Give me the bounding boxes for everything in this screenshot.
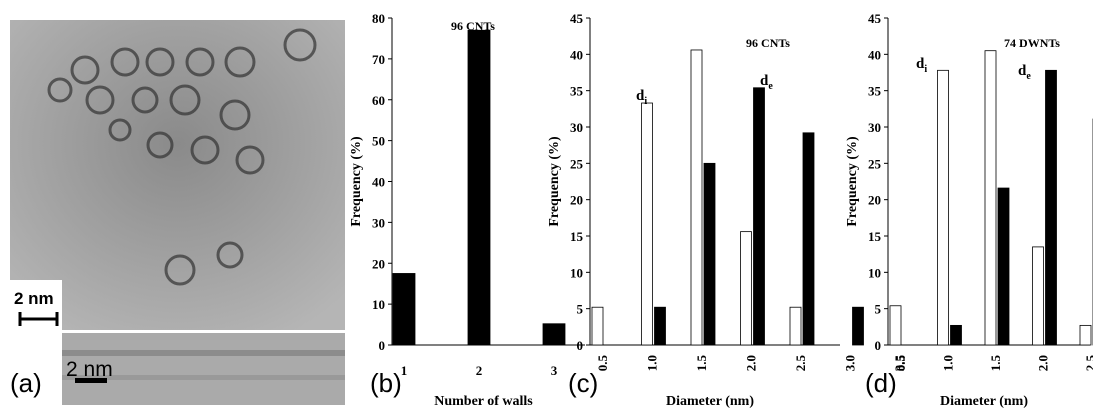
bar: [641, 102, 653, 346]
legend-label: di: [636, 88, 647, 107]
bar: [467, 29, 491, 346]
y-tick-label: 5: [875, 302, 882, 317]
annotation: 96 CNTs: [746, 36, 790, 50]
scale-bar: [75, 378, 107, 383]
y-tick-label: 50: [372, 134, 385, 149]
x-tick-label: 2: [476, 363, 483, 378]
y-tick-label: 30: [372, 215, 385, 230]
y-tick-label: 30: [570, 120, 583, 135]
x-tick-label: 3: [551, 363, 558, 378]
legend-label: de: [760, 73, 773, 92]
y-tick-label: 40: [868, 47, 881, 62]
bar: [997, 187, 1010, 346]
legend-label: di: [916, 56, 927, 75]
bar: [542, 323, 566, 346]
x-tick-label: 2.5: [793, 355, 808, 372]
x-tick-label: 2.0: [744, 355, 759, 371]
y-tick-label: 40: [570, 47, 583, 62]
x-tick-label: 1.5: [988, 355, 1003, 372]
bar: [654, 306, 666, 346]
bar: [852, 306, 864, 346]
bar: [392, 273, 416, 346]
y-axis-label: Frequency (%): [349, 136, 364, 227]
bar: [591, 306, 604, 346]
y-axis-label: Frequency (%): [547, 136, 562, 227]
panel-label: (b): [370, 368, 402, 398]
y-axis-label: Frequency (%): [845, 136, 860, 227]
tem-image: [10, 20, 345, 405]
bar: [937, 69, 949, 346]
bar: [789, 306, 802, 346]
y-tick-label: 20: [868, 193, 881, 208]
bar: [950, 324, 962, 346]
y-tick-label: 20: [372, 256, 385, 271]
panel-label: (d): [865, 368, 897, 398]
y-tick-label: 15: [570, 229, 584, 244]
y-tick-label: 45: [570, 11, 584, 26]
x-tick-label: 2.5: [1083, 355, 1093, 372]
x-tick-label: 3.5: [892, 355, 907, 372]
y-tick-label: 0: [577, 338, 584, 353]
bar: [753, 87, 765, 346]
x-tick-label: 2.0: [1036, 355, 1051, 371]
x-tick-label: 1.5: [694, 355, 709, 372]
x-tick-label: 1.0: [941, 355, 956, 371]
legend-label: de: [1018, 63, 1031, 82]
y-tick-label: 10: [868, 265, 881, 280]
y-tick-label: 80: [372, 11, 385, 26]
y-tick-label: 35: [570, 84, 584, 99]
y-tick-label: 0: [875, 338, 882, 353]
y-tick-label: 45: [868, 11, 882, 26]
y-tick-label: 70: [372, 52, 385, 67]
x-tick-label: 0.5: [893, 355, 908, 372]
bar: [1045, 69, 1057, 346]
bar: [1079, 324, 1092, 346]
panel-label: (c): [568, 368, 598, 398]
x-axis-label: Number of walls: [434, 394, 533, 409]
scale-bar-label: 2 nm: [14, 289, 54, 308]
panel-label: (a): [10, 368, 42, 398]
bar: [740, 231, 752, 346]
scale-bar-label: 2 nm: [66, 358, 113, 381]
y-tick-label: 35: [868, 84, 882, 99]
x-tick-label: 1: [401, 363, 408, 378]
bar: [802, 132, 815, 346]
y-tick-label: 10: [372, 297, 385, 312]
y-tick-label: 25: [570, 156, 584, 171]
x-tick-label: 0.5: [595, 355, 610, 372]
x-axis-label: Diameter (nm): [666, 394, 754, 409]
y-tick-label: 20: [570, 193, 583, 208]
bar: [889, 305, 902, 346]
x-tick-label: 1.0: [645, 355, 660, 371]
bar: [984, 50, 997, 346]
x-tick-label: 3.0: [843, 355, 858, 371]
bar: [690, 49, 703, 346]
x-axis-label: Diameter (nm): [940, 394, 1028, 409]
annotation: 96 CNTs: [451, 19, 495, 33]
annotation: 74 DWNTs: [1004, 36, 1060, 50]
y-tick-label: 60: [372, 93, 385, 108]
y-tick-label: 15: [868, 229, 882, 244]
y-tick-label: 40: [372, 175, 385, 190]
bar: [1032, 246, 1044, 346]
scale-bar: [18, 312, 59, 326]
y-tick-label: 25: [868, 156, 882, 171]
y-tick-label: 5: [577, 302, 584, 317]
y-tick-label: 10: [570, 265, 583, 280]
bar: [703, 162, 716, 346]
y-tick-label: 0: [379, 338, 386, 353]
y-tick-label: 30: [868, 120, 881, 135]
